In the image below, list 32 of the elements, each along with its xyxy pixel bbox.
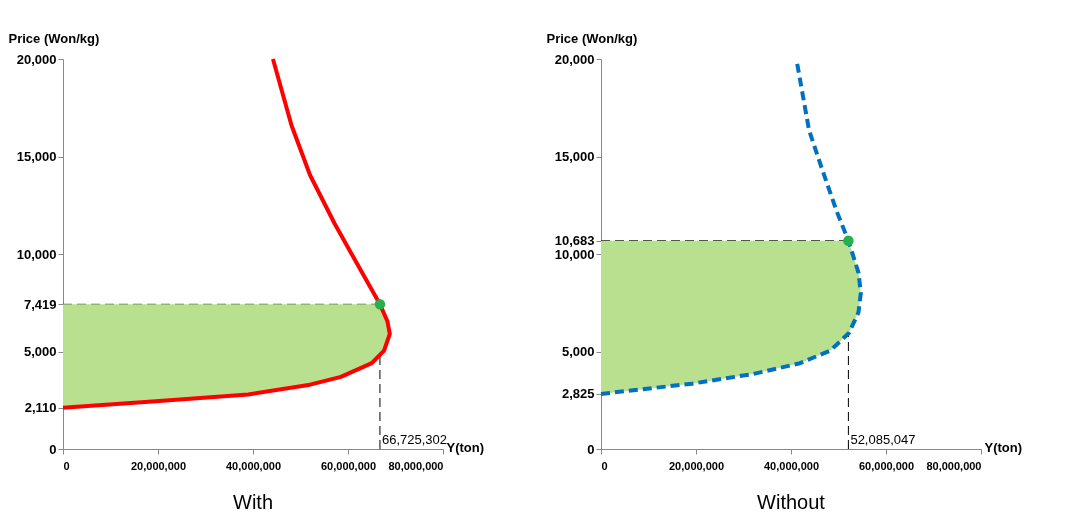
y-tick-label: 0 [587,441,595,457]
y-tick-label: 20,000 [554,51,595,67]
x-tick-label: 40,000,000 [225,459,282,472]
y-tick-label: 2,110 [24,400,57,416]
y-tick-label: 5,000 [561,344,595,359]
y-tick-label: 10,000 [16,246,57,262]
y-tick-label: 15,000 [554,149,595,164]
x-tick-label: 20,000,000 [130,459,187,472]
y-axis-title: Price (Won/kg) [546,30,638,46]
y-tick-label: 20,000 [16,51,57,67]
y-tick-label: 15,000 [16,149,57,164]
x-tick-label: 20,000,000 [668,459,725,472]
x-tick-label: 0 [63,459,70,472]
x-axis-title: Y(ton) [446,439,485,455]
ref-line-label: 52,085,047 [850,432,916,447]
y-tick-label: 5,000 [23,344,57,359]
x-tick-label: 40,000,000 [763,459,820,472]
x-tick-label: 60,000,000 [858,459,915,472]
y-tick-label: 2,825 [561,386,595,402]
y-tick-label: 10,683 [554,233,595,249]
x-tick-label: 80,000,000 [926,459,982,472]
x-tick-label: 60,000,000 [320,459,377,472]
y-tick-label: 7,419 [23,296,57,312]
x-tick-label: 0 [601,459,608,472]
y-tick-label: 0 [49,441,57,457]
text: With [233,491,273,513]
x-axis-title: Y(ton) [984,439,1023,455]
x-tick-label: 80,000,000 [388,459,444,472]
ref-line-label: 66,725,302 [381,432,448,447]
y-axis-title: Price (Won/kg) [8,30,100,46]
y-tick-label: 10,000 [554,246,595,262]
text: Without [757,491,826,513]
